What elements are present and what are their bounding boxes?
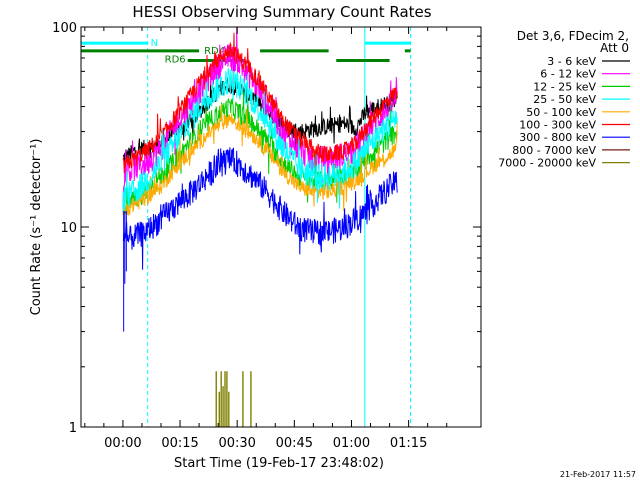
series-trace-1	[122, 26, 398, 209]
series-trace-6	[122, 147, 398, 270]
legend-label-5: 100 - 300 keV	[519, 119, 596, 132]
legend-label-7: 800 - 7000 keV	[512, 144, 596, 157]
legend-label-1: 6 - 12 keV	[540, 68, 596, 81]
y-axis-label: Count Rate (s⁻¹ detector⁻¹)	[29, 139, 44, 316]
chart-title: HESSI Observing Summary Count Rates	[132, 3, 431, 21]
x-tick-label-3: 00:45	[276, 436, 313, 451]
x-tick-label-0: 00:00	[104, 436, 141, 451]
state-bar-label-n: N	[151, 38, 158, 49]
legend-label-8: 7000 - 20000 keV	[498, 157, 596, 170]
legend-header-line-1: Det 3,6, FDecim 2,	[517, 29, 629, 43]
x-axis-label: Start Time (19-Feb-17 23:48:02)	[174, 456, 384, 471]
x-tick-label-5: 01:15	[390, 436, 427, 451]
legend-label-0: 3 - 6 keV	[547, 55, 596, 68]
x-tick-label-4: 01:00	[333, 436, 370, 451]
axis-ticks: 00:00 00:15 00:30 00:45 01:00 01:15 1 10 100	[52, 21, 481, 451]
legend-label-3: 25 - 50 keV	[533, 93, 596, 106]
state-bar-label-rd6: RD6	[165, 54, 186, 65]
legend-label-2: 12 - 25 keV	[533, 80, 596, 93]
y-tick-label-1: 10	[60, 221, 77, 236]
legend-header-line-2: Att 0	[600, 41, 629, 55]
y-tick-label-2: 100	[52, 21, 77, 36]
y-tick-label-0: 1	[69, 421, 77, 436]
legend-label-6: 300 - 800 keV	[519, 131, 596, 144]
series-trace-0	[122, 64, 398, 164]
footer-timestamp: 21-Feb-2017 11:57	[560, 470, 636, 479]
x-tick-label-1: 00:15	[161, 436, 198, 451]
legend-label-4: 50 - 100 keV	[526, 106, 596, 119]
x-tick-label-2: 00:30	[218, 436, 255, 451]
series-trace-5	[122, 32, 398, 174]
series-trace-4	[122, 104, 398, 216]
series-trace-3	[122, 68, 398, 212]
